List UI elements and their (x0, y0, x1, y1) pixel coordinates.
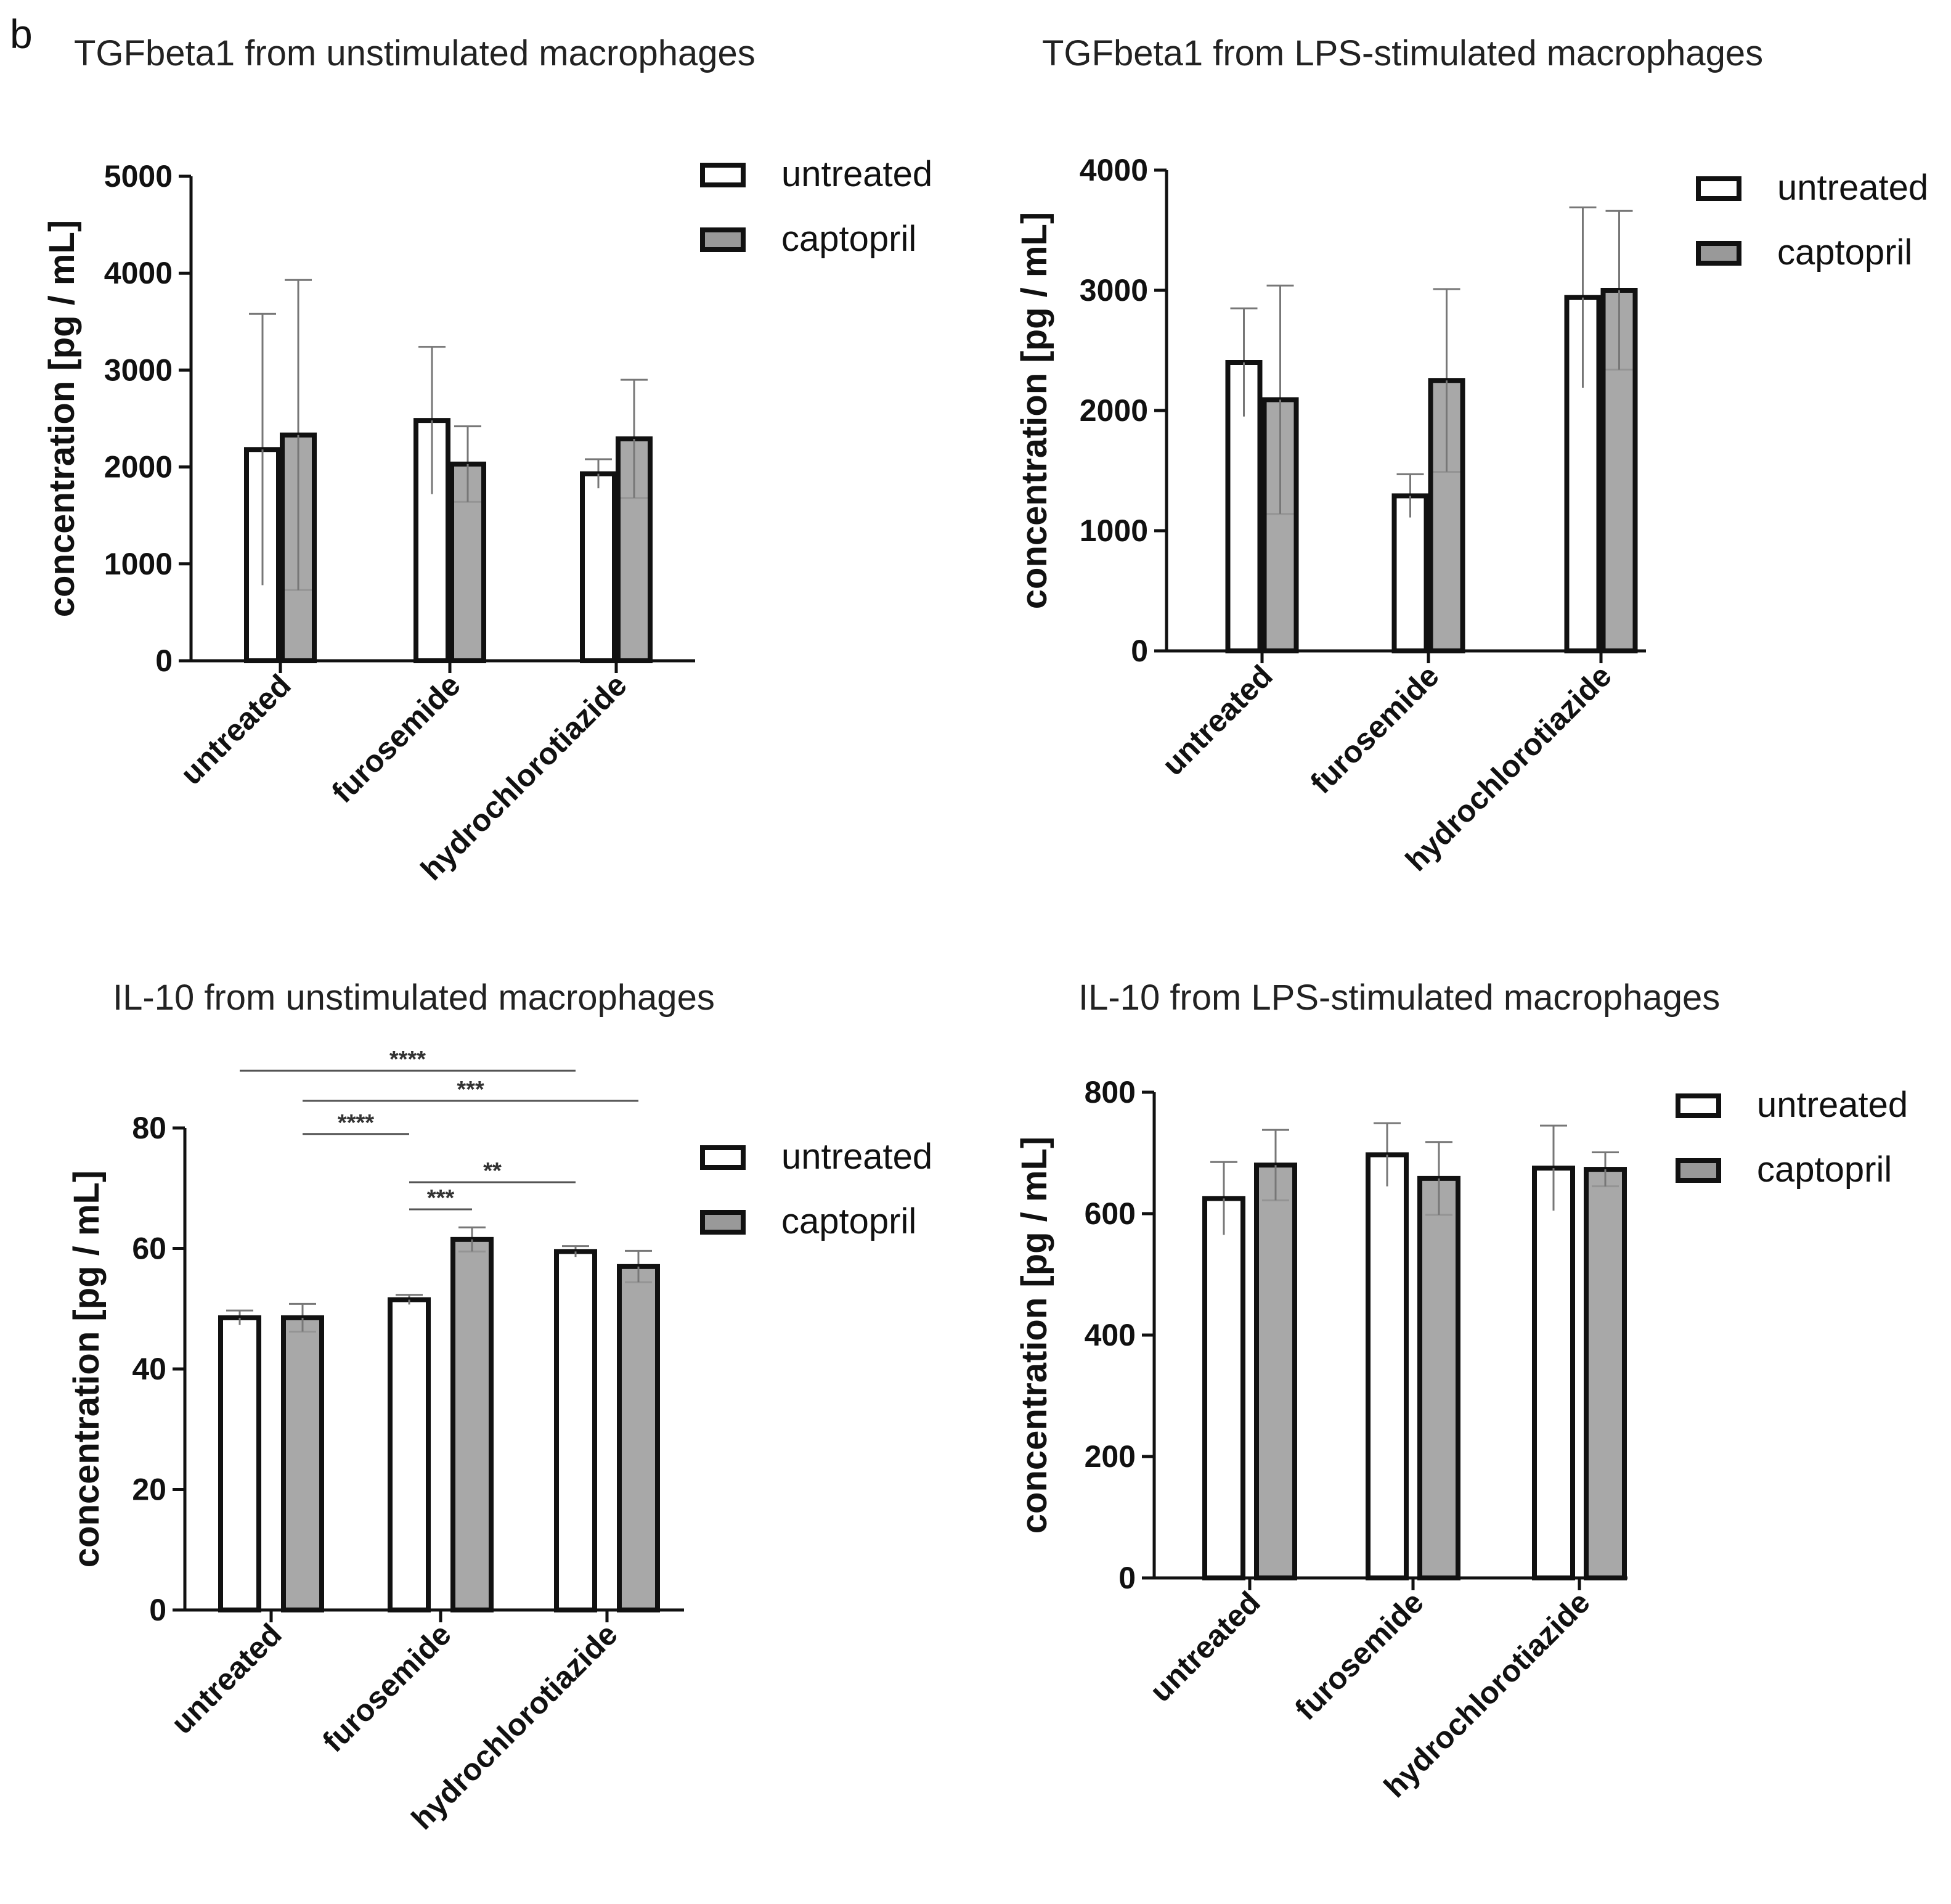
legend-label-untreated: untreated (1757, 1085, 1908, 1125)
chart-title: IL-10 from LPS-stimulated macrophages (1078, 978, 1720, 1018)
x-tick-label: untreated (1155, 658, 1279, 782)
bar-captopril-furosemide (450, 1236, 494, 1612)
bar-untreated-furosemide (1366, 1152, 1409, 1580)
y-tick-label: 1000 (1080, 513, 1148, 548)
y-tick-label: 4000 (104, 256, 173, 290)
y-tick-label: 60 (132, 1232, 166, 1266)
legend-swatch-untreated (1696, 176, 1741, 201)
legend-swatch-captopril (1676, 1158, 1721, 1183)
panel-label: b (10, 11, 33, 57)
bar-untreated-furosemide (1391, 493, 1429, 654)
legend-label-captopril: captopril (1777, 232, 1912, 272)
legend-label-captopril: captopril (781, 1201, 916, 1241)
y-axis-label: concentration [pg / mL] (1014, 212, 1054, 609)
significance-label: **** (338, 1110, 374, 1136)
legend-label-captopril: captopril (1757, 1150, 1892, 1190)
x-tick-label: furosemide (1304, 658, 1446, 800)
bar-captopril-hydrochlorotiazide (617, 1264, 660, 1612)
y-tick-label: 0 (155, 644, 173, 678)
legend-swatch-captopril (1696, 241, 1741, 266)
legend-swatch-captopril (700, 227, 746, 252)
chart-2: TGFbeta1 from LPS-stimulated macrophages… (1014, 33, 1928, 878)
x-tick-label: furosemide (325, 668, 467, 809)
x-tick-label: furosemide (1289, 1585, 1430, 1726)
bar-captopril-untreated (281, 1315, 324, 1612)
y-tick-label: 1000 (104, 547, 173, 581)
bar-untreated-hydrochlorotiazide (1532, 1166, 1575, 1580)
y-tick-label: 800 (1085, 1075, 1136, 1109)
bar-untreated-hydrochlorotiazide (580, 471, 617, 663)
y-tick-label: 0 (1118, 1561, 1136, 1595)
significance-label: *** (427, 1185, 455, 1211)
y-tick-label: 200 (1085, 1439, 1136, 1474)
y-tick-label: 20 (132, 1473, 166, 1507)
bar-captopril-untreated (1254, 1162, 1297, 1580)
y-tick-label: 80 (132, 1111, 166, 1145)
y-axis-label: concentration [pg / mL] (1014, 1137, 1054, 1534)
y-tick-label: 0 (1131, 634, 1148, 668)
y-tick-label: 2000 (104, 450, 173, 484)
chart-4: IL-10 from LPS-stimulated macrophages 0 20… (1014, 978, 1908, 1804)
bar-untreated-furosemide (388, 1297, 431, 1613)
chart-1: TGFbeta1 from unstimulated macrophages 0 1… (42, 33, 932, 887)
x-tick-label: furosemide (316, 1617, 458, 1759)
legend-label-untreated: untreated (781, 154, 932, 194)
y-axis-label: concentration [pg / mL] (67, 1171, 107, 1567)
x-tick-label: untreated (1143, 1585, 1267, 1709)
chart-title: TGFbeta1 from unstimulated macrophages (74, 33, 756, 73)
legend-swatch-untreated (700, 163, 746, 187)
legend-swatch-untreated (700, 1145, 746, 1170)
y-tick-label: 40 (132, 1352, 166, 1386)
y-tick-label: 600 (1085, 1196, 1136, 1231)
chart-title: TGFbeta1 from LPS-stimulated macrophages (1042, 33, 1763, 73)
legend-label-untreated: untreated (781, 1137, 932, 1177)
legend-swatch-untreated (1676, 1093, 1721, 1118)
y-tick-label: 3000 (104, 353, 173, 387)
bar-untreated-hydrochlorotiazide (554, 1249, 597, 1612)
y-tick-label: 5000 (104, 159, 173, 194)
y-tick-label: 0 (149, 1593, 166, 1627)
significance-label: **** (389, 1047, 426, 1073)
x-tick-label: untreated (174, 668, 298, 791)
bar-untreated-untreated (1202, 1196, 1245, 1580)
y-tick-label: 3000 (1080, 273, 1148, 308)
significance-label: *** (457, 1077, 484, 1103)
chart-title: IL-10 from unstimulated macrophages (113, 978, 715, 1018)
bar-untreated-untreated (218, 1315, 261, 1612)
bar-captopril-hydrochlorotiazide (1584, 1167, 1627, 1581)
y-axis-label: concentration [pg / mL] (42, 220, 82, 617)
significance-label: ** (483, 1158, 502, 1184)
bar-captopril-furosemide (1417, 1175, 1460, 1580)
legend-label-captopril: captopril (781, 219, 916, 259)
x-tick-label: untreated (165, 1617, 288, 1741)
y-tick-label: 4000 (1080, 153, 1148, 187)
y-tick-label: 2000 (1080, 393, 1148, 428)
legend-swatch-captopril (700, 1210, 746, 1235)
y-tick-label: 400 (1085, 1318, 1136, 1352)
chart-3: IL-10 from unstimulated macrophages 0 20 40… (67, 978, 932, 1836)
legend-label-untreated: untreated (1777, 168, 1928, 208)
